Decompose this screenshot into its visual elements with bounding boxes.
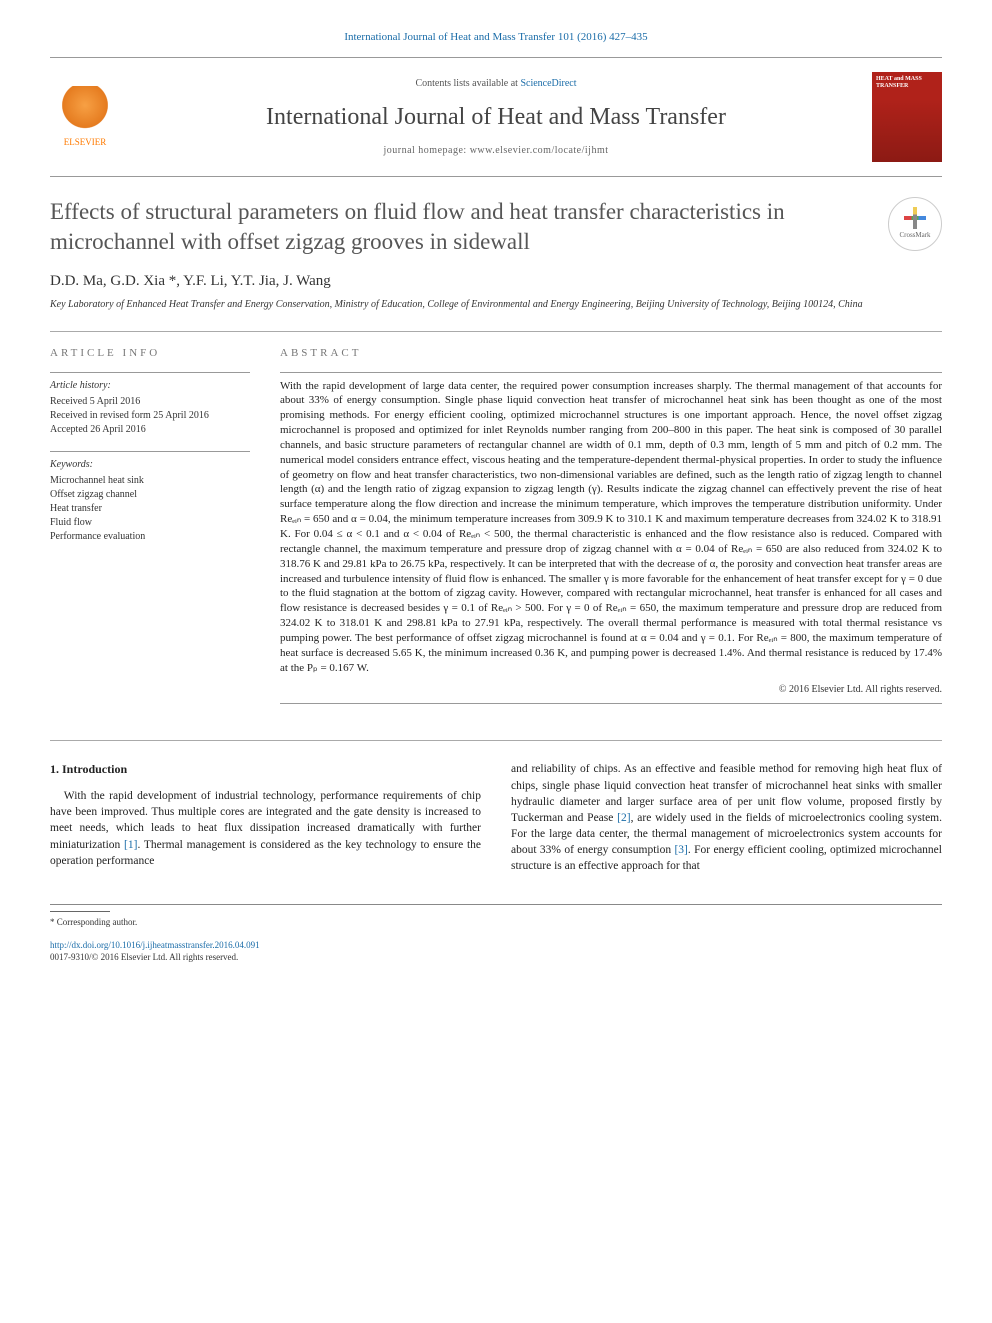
- keyword-0: Microchannel heat sink: [50, 474, 250, 488]
- keywords-label: Keywords:: [50, 458, 250, 472]
- intro-heading: 1. Introduction: [50, 761, 481, 778]
- crossmark-icon: [904, 207, 926, 229]
- keyword-4: Performance evaluation: [50, 530, 250, 544]
- info-rule-2: [50, 451, 250, 452]
- history-line-0: Received 5 April 2016: [50, 395, 250, 409]
- corresponding-author-note: * Corresponding author.: [50, 916, 942, 929]
- history-label: Article history:: [50, 379, 250, 393]
- cover-title: HEAT and MASS TRANSFER: [876, 76, 938, 89]
- abstract-text: With the rapid development of large data…: [280, 379, 942, 676]
- doi-value: 10.1016/j.ijheatmasstransfer.2016.04.091: [111, 940, 260, 950]
- sciencedirect-link[interactable]: ScienceDirect: [520, 78, 576, 89]
- article-info-col: ARTICLE INFO Article history: Received 5…: [50, 346, 250, 710]
- homepage-line: journal homepage: www.elsevier.com/locat…: [132, 144, 860, 158]
- footnote-rule: [50, 911, 110, 912]
- header-bottom-rule: [50, 176, 942, 177]
- article-info-heading: ARTICLE INFO: [50, 346, 250, 361]
- history-block: Article history: Received 5 April 2016 R…: [50, 379, 250, 437]
- homepage-url[interactable]: www.elsevier.com/locate/ijhmt: [470, 145, 609, 156]
- contents-prefix: Contents lists available at: [415, 78, 520, 89]
- contents-available-line: Contents lists available at ScienceDirec…: [132, 77, 860, 91]
- affiliation: Key Laboratory of Enhanced Heat Transfer…: [50, 298, 942, 311]
- paper-title: Effects of structural parameters on flui…: [50, 197, 868, 257]
- publisher-name: ELSEVIER: [64, 137, 107, 147]
- citation-line: International Journal of Heat and Mass T…: [50, 30, 942, 45]
- keywords-block: Keywords: Microchannel heat sink Offset …: [50, 458, 250, 544]
- issn-copyright: 0017-9310/© 2016 Elsevier Ltd. All right…: [50, 951, 942, 964]
- body-columns: 1. Introduction With the rapid developme…: [50, 740, 942, 874]
- abstract-col: ABSTRACT With the rapid development of l…: [280, 346, 942, 710]
- abstract-bottom-rule: [280, 703, 942, 704]
- keyword-2: Heat transfer: [50, 502, 250, 516]
- history-line-1: Received in revised form 25 April 2016: [50, 409, 250, 423]
- info-rule-1: [50, 372, 250, 373]
- body-col-right: and reliability of chips. As an effectiv…: [511, 761, 942, 874]
- keyword-3: Fluid flow: [50, 516, 250, 530]
- history-line-2: Accepted 26 April 2016: [50, 423, 250, 437]
- meta-row: ARTICLE INFO Article history: Received 5…: [50, 331, 942, 710]
- homepage-label: journal homepage:: [383, 145, 469, 156]
- elsevier-tree-icon: [61, 86, 109, 134]
- publisher-logo[interactable]: ELSEVIER: [50, 86, 120, 149]
- keyword-1: Offset zigzag channel: [50, 488, 250, 502]
- crossmark-badge[interactable]: CrossMark: [888, 197, 942, 251]
- body-col-left: 1. Introduction With the rapid developme…: [50, 761, 481, 874]
- header-center: Contents lists available at ScienceDirec…: [120, 77, 872, 159]
- intro-para-1: With the rapid development of industrial…: [50, 788, 481, 868]
- journal-name: International Journal of Heat and Mass T…: [132, 101, 860, 135]
- intro-para-2: and reliability of chips. As an effectiv…: [511, 761, 942, 874]
- abstract-rule: [280, 372, 942, 373]
- abstract-heading: ABSTRACT: [280, 346, 942, 361]
- abstract-copyright: © 2016 Elsevier Ltd. All rights reserved…: [280, 683, 942, 697]
- title-row: Effects of structural parameters on flui…: [50, 197, 942, 257]
- doi-link[interactable]: http://dx.doi.org/10.1016/j.ijheatmasstr…: [50, 940, 260, 950]
- top-rule: [50, 57, 942, 58]
- crossmark-label: CrossMark: [899, 231, 930, 241]
- journal-cover-thumbnail[interactable]: HEAT and MASS TRANSFER: [872, 72, 942, 162]
- author-list: D.D. Ma, G.D. Xia *, Y.F. Li, Y.T. Jia, …: [50, 271, 942, 292]
- doi-prefix: http://dx.doi.org/: [50, 940, 111, 950]
- journal-header: ELSEVIER Contents lists available at Sci…: [50, 64, 942, 170]
- page-footer: * Corresponding author. http://dx.doi.or…: [50, 904, 942, 964]
